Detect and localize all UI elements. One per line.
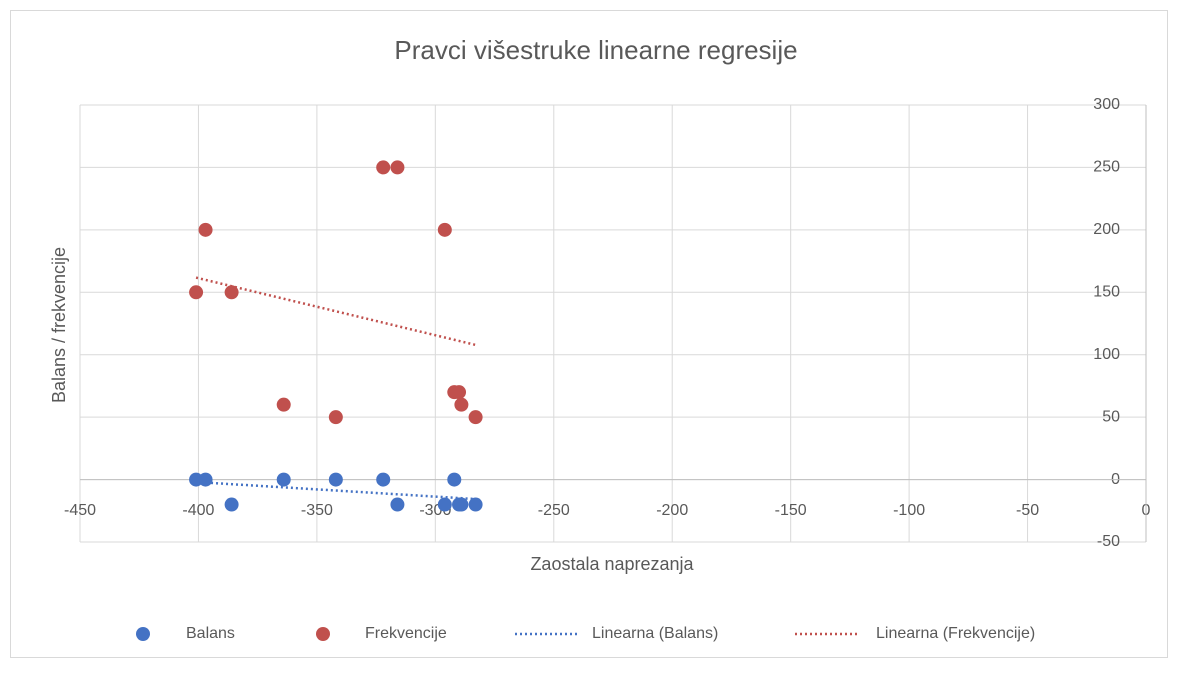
point [328,472,343,487]
point [468,497,483,512]
point [437,222,452,237]
legend-marker [316,627,330,641]
x-tick-label: -50 [1016,502,1039,519]
y-tick-label: 300 [1093,96,1120,113]
chart-border [10,10,1168,658]
point [452,385,467,400]
point [390,160,405,175]
y-tick-label: 150 [1093,284,1120,301]
trendline [195,480,476,501]
point [328,410,343,425]
point [447,472,462,487]
point [390,497,405,512]
point [276,397,291,412]
x-tick-label: -250 [538,502,570,519]
point [468,410,483,425]
chart-title: Pravci višestruke linearne regresije [394,35,797,65]
y-tick-label: 200 [1093,221,1120,238]
legend-label: Linearna (Frekvencije) [876,625,1035,642]
x-tick-label: -400 [182,502,214,519]
point [189,285,204,300]
point [454,397,469,412]
y-tick-label: 50 [1102,408,1120,425]
point [437,497,452,512]
point [376,160,391,175]
legend-label: Balans [186,625,235,642]
x-tick-label: -450 [64,502,96,519]
x-tick-label: -100 [893,502,925,519]
point [276,472,291,487]
legend-label: Frekvencije [365,625,447,642]
legend-marker [136,627,150,641]
legend-label: Linearna (Balans) [592,625,718,642]
y-axis-title: Balans / frekvencije [49,247,69,403]
x-tick-label: -350 [301,502,333,519]
point [224,285,239,300]
point [198,472,213,487]
point [224,497,239,512]
x-tick-label: -150 [775,502,807,519]
point [198,222,213,237]
point [376,472,391,487]
y-tick-label: 250 [1093,159,1120,176]
y-tick-label: 100 [1093,346,1120,363]
y-tick-label: -50 [1097,533,1120,550]
x-axis-title: Zaostala naprezanja [530,554,694,574]
point [454,497,469,512]
x-tick-label: -200 [656,502,688,519]
